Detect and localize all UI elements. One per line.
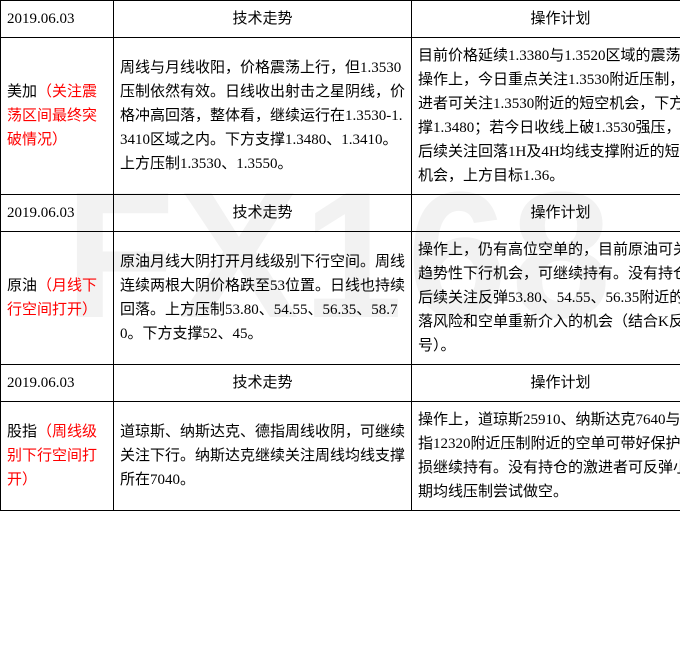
instrument-name: 原油 xyxy=(7,278,37,294)
trend-cell: 周线与月线收阳，价格震荡上行，但1.3530压制依然有效。日线收出射击之星阴线，… xyxy=(114,38,412,195)
date-cell: 2019.06.03 xyxy=(1,365,114,402)
trend-header: 技术走势 xyxy=(114,1,412,38)
plan-header: 操作计划 xyxy=(412,195,680,232)
date-cell: 2019.06.03 xyxy=(1,1,114,38)
plan-cell: 目前价格延续1.3380与1.3520区域的震荡。操作上，今日重点关注1.353… xyxy=(412,38,680,195)
instrument-label: 美加（关注震荡区间最终突破情况） xyxy=(1,38,114,195)
section-body-row: 美加（关注震荡区间最终突破情况） 周线与月线收阳，价格震荡上行，但1.3530压… xyxy=(1,38,680,195)
section-header-row: 2019.06.03 技术走势 操作计划 xyxy=(1,365,680,402)
instrument-label: 原油（月线下行空间打开） xyxy=(1,232,114,365)
section-header-row: 2019.06.03 技术走势 操作计划 xyxy=(1,195,680,232)
date-cell: 2019.06.03 xyxy=(1,195,114,232)
trend-header: 技术走势 xyxy=(114,365,412,402)
plan-cell: 操作上，仍有高位空单的，目前原油可关注趋势性下行机会，可继续持有。没有持仓的后续… xyxy=(412,232,680,365)
trend-cell: 原油月线大阴打开月线级别下行空间。周线连续两根大阴价格跌至53位置。日线也持续回… xyxy=(114,232,412,365)
section-body-row: 股指（周线级别下行空间打开） 道琼斯、纳斯达克、德指周线收阴，可继续关注下行。纳… xyxy=(1,402,680,511)
instrument-name: 美加 xyxy=(7,84,37,100)
trend-header: 技术走势 xyxy=(114,195,412,232)
section-body-row: 原油（月线下行空间打开） 原油月线大阴打开月线级别下行空间。周线连续两根大阴价格… xyxy=(1,232,680,365)
instrument-label: 股指（周线级别下行空间打开） xyxy=(1,402,114,511)
plan-header: 操作计划 xyxy=(412,1,680,38)
trend-cell: 道琼斯、纳斯达克、德指周线收阴，可继续关注下行。纳斯达克继续关注周线均线支撑所在… xyxy=(114,402,412,511)
section-header-row: 2019.06.03 技术走势 操作计划 xyxy=(1,1,680,38)
plan-header: 操作计划 xyxy=(412,365,680,402)
instrument-name: 股指 xyxy=(7,424,37,440)
plan-cell: 操作上，道琼斯25910、纳斯达克7640与德指12320附近压制附近的空单可带… xyxy=(412,402,680,511)
analysis-table: 2019.06.03 技术走势 操作计划 美加（关注震荡区间最终突破情况） 周线… xyxy=(0,0,680,511)
